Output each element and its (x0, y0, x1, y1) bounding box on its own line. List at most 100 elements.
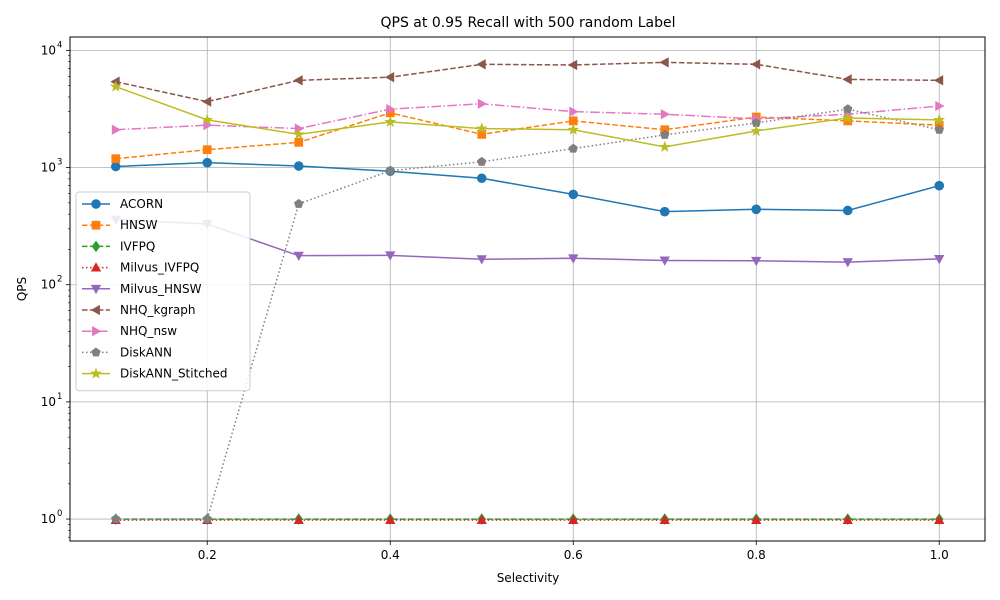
legend-marker (91, 220, 101, 230)
legend-marker (90, 284, 102, 295)
y-axis-title: QPS (15, 277, 29, 301)
chart-title: QPS at 0.95 Recall with 500 random Label (381, 15, 676, 31)
legend-item-acorn: ACORN (82, 197, 163, 211)
legend-label: NHQ_kgraph (120, 303, 196, 317)
data-point-nhq-kgraph (933, 75, 944, 86)
series-diskann (111, 104, 944, 524)
data-point-diskann-stitched (933, 113, 946, 125)
legend-marker (91, 199, 101, 209)
data-point-acorn (659, 206, 670, 217)
data-point-nhq-kgraph (750, 59, 761, 70)
x-tick-label: 0.2 (198, 548, 217, 562)
data-point-hnsw (294, 137, 304, 147)
y-tick-label: 10 (41, 395, 56, 409)
legend-marker (91, 240, 101, 253)
data-point-acorn (751, 204, 762, 215)
legend-item-diskann-stitched: DiskANN_Stitched (82, 367, 228, 381)
x-tick-label: 0.6 (564, 548, 583, 562)
data-point-nhq-nsw (935, 100, 945, 112)
data-point-nhq-nsw (660, 109, 671, 120)
legend-item-diskann: DiskANN (82, 345, 172, 359)
legend: ACORN HNSW IVFPQ Milvus_IVFPQ Milvus_HNSW NHQ… (75, 191, 251, 392)
x-tick-label: 0.4 (381, 548, 400, 562)
series-diskann-stitched (109, 80, 946, 152)
data-point-nhq-kgraph (201, 96, 212, 107)
data-point-diskann (477, 156, 487, 166)
data-point-diskann-stitched (292, 128, 305, 140)
data-point-milvus-ivfpq (293, 514, 304, 525)
legend-box (75, 191, 251, 392)
data-point-acorn (202, 157, 213, 168)
data-point-diskann-stitched (109, 80, 122, 92)
y-tick-label: 10 (41, 512, 56, 526)
x-axis-title: Selectivity (497, 571, 560, 585)
axes-frame (69, 36, 986, 542)
data-point-milvus-ivfpq (385, 514, 396, 525)
data-point-milvus-hnsw (293, 251, 304, 261)
y-tick-exponent: 0 (57, 509, 62, 519)
data-point-milvus-ivfpq (751, 514, 762, 525)
data-point-nhq-kgraph (476, 59, 486, 70)
legend-marker (91, 347, 101, 357)
x-tick-label: 1.0 (930, 548, 949, 562)
data-point-nhq-nsw (569, 106, 579, 117)
data-point-hnsw (111, 154, 121, 164)
series-line-diskann (115, 108, 940, 520)
data-point-nhq-nsw (386, 103, 396, 115)
data-point-milvus-hnsw (385, 251, 396, 261)
series-line-milvus-hnsw (115, 218, 940, 263)
data-point-diskann (202, 514, 212, 524)
y-tick-exponent: 4 (57, 40, 62, 50)
data-point-acorn (476, 173, 487, 184)
legend-marker (90, 304, 100, 316)
data-point-milvus-hnsw (934, 254, 945, 265)
y-tick-exponent: 3 (57, 158, 62, 168)
data-point-diskann (111, 514, 121, 524)
data-point-nhq-nsw (111, 124, 122, 135)
data-point-milvus-hnsw (476, 255, 487, 265)
legend-label: DiskANN (120, 345, 172, 359)
data-point-diskann-stitched (201, 113, 214, 125)
data-point-nhq-kgraph (567, 59, 578, 71)
series-nhq-kgraph (110, 57, 944, 107)
legend-label: Milvus_HNSW (120, 282, 202, 296)
data-point-diskann-stitched (475, 122, 488, 134)
legend-marker (90, 262, 102, 272)
x-tick-label: 0.8 (747, 548, 766, 562)
y-tick-label: 10 (41, 43, 56, 57)
series-line-hnsw (115, 112, 940, 160)
data-point-milvus-hnsw (568, 254, 579, 264)
legend-item-milvus-hnsw: Milvus_HNSW (82, 282, 202, 296)
legend-item-milvus-ivfpq: Milvus_IVFPQ (82, 261, 199, 275)
data-point-diskann (660, 129, 670, 139)
data-point-diskann-stitched (841, 111, 854, 123)
data-point-diskann-stitched (567, 123, 580, 135)
data-point-diskann (568, 143, 578, 153)
data-point-milvus-ivfpq (476, 514, 487, 525)
legend-item-ivfpq: IVFPQ (82, 239, 155, 253)
data-point-diskann (294, 198, 304, 208)
legend-label: DiskANN_Stitched (120, 367, 228, 381)
data-point-hnsw (202, 145, 212, 155)
y-tick-exponent: 2 (57, 275, 62, 285)
data-point-nhq-kgraph (384, 72, 395, 83)
data-point-diskann-stitched (384, 115, 397, 127)
data-point-acorn (842, 205, 853, 216)
data-point-milvus-ivfpq (934, 514, 945, 525)
data-point-milvus-hnsw (751, 256, 762, 267)
data-point-nhq-kgraph (842, 74, 852, 85)
legend-label: IVFPQ (120, 239, 155, 253)
y-tick-label: 10 (41, 161, 56, 175)
data-point-acorn (110, 161, 121, 172)
series-line-diskann-stitched (115, 85, 940, 148)
series-line-nhq-kgraph (115, 61, 940, 103)
data-point-milvus-ivfpq (568, 514, 579, 525)
data-point-milvus-ivfpq (842, 514, 853, 525)
data-point-nhq-kgraph (293, 75, 303, 86)
legend-item-nhq-kgraph: NHQ_kgraph (82, 303, 196, 317)
legend-label: HNSW (120, 218, 158, 232)
legend-label: NHQ_nsw (120, 324, 177, 338)
data-point-acorn (934, 180, 945, 191)
